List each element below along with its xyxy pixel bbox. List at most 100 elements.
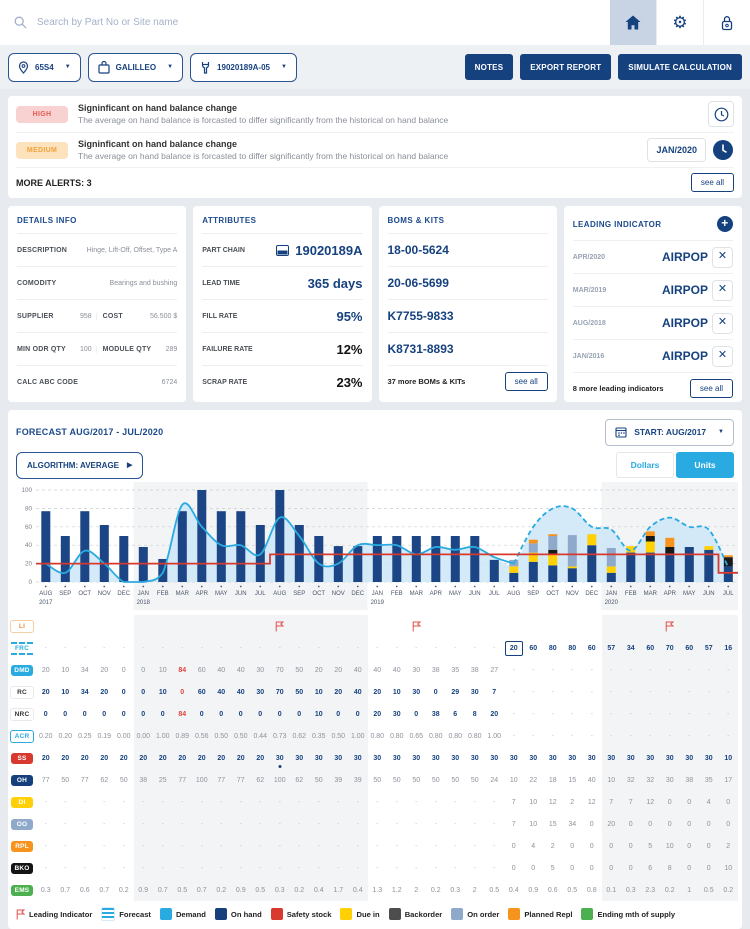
table-cell[interactable]: 22	[524, 769, 544, 791]
table-cell[interactable]: -	[504, 703, 524, 725]
table-cell[interactable]: 30	[640, 747, 660, 769]
table-cell[interactable]: 62	[95, 769, 115, 791]
table-cell[interactable]: 0	[153, 703, 173, 725]
table-cell[interactable]: 34	[621, 637, 641, 659]
table-cell[interactable]: 0	[504, 835, 524, 857]
table-cell[interactable]: -	[231, 813, 251, 835]
table-cell[interactable]: 0	[621, 813, 641, 835]
home-button[interactable]	[610, 0, 656, 45]
simulate-calculation-button[interactable]: SIMULATE CALCULATION	[618, 54, 742, 80]
table-cell[interactable]: -	[601, 703, 621, 725]
table-cell[interactable]: 20	[211, 747, 231, 769]
table-cell[interactable]: -	[660, 725, 680, 747]
table-cell[interactable]: 0.2	[114, 879, 134, 901]
table-cell[interactable]: 35	[446, 659, 466, 681]
table-cell[interactable]: -	[563, 681, 583, 703]
table-cell[interactable]: 0	[504, 857, 524, 879]
site-dropdown[interactable]: 65S4 ▼	[8, 52, 81, 82]
table-cell[interactable]: -	[172, 835, 192, 857]
table-cell[interactable]: -	[250, 857, 270, 879]
table-cell[interactable]: -	[192, 637, 212, 659]
table-cell[interactable]: -	[211, 791, 231, 813]
table-cell[interactable]: -	[153, 791, 173, 813]
table-cell[interactable]: -	[250, 637, 270, 659]
table-cell[interactable]: 50	[368, 769, 388, 791]
table-cell[interactable]: 20	[153, 747, 173, 769]
table-cell[interactable]: -	[640, 703, 660, 725]
table-cell[interactable]: 0.50	[328, 725, 348, 747]
table-cell[interactable]: 0.7	[192, 879, 212, 901]
table-cell[interactable]: -	[36, 857, 56, 879]
table-cell[interactable]: -	[582, 659, 602, 681]
table-cell[interactable]: 0.7	[56, 879, 76, 901]
table-cell[interactable]: -	[56, 857, 76, 879]
table-cell[interactable]: -	[95, 835, 115, 857]
table-cell[interactable]: -	[426, 835, 446, 857]
table-cell[interactable]: 30	[601, 747, 621, 769]
table-cell[interactable]: 4	[699, 791, 719, 813]
table-cell[interactable]: 0.5	[172, 879, 192, 901]
table-cell[interactable]: -	[407, 813, 427, 835]
table-cell[interactable]: -	[465, 791, 485, 813]
table-cell[interactable]: -	[718, 681, 738, 703]
table-cell[interactable]: 0	[601, 857, 621, 879]
alerts-see-all-button[interactable]: see all	[690, 173, 734, 192]
table-cell[interactable]: -	[172, 813, 192, 835]
table-cell[interactable]: -	[524, 725, 544, 747]
table-cell[interactable]	[75, 615, 95, 637]
table-cell[interactable]: 30	[250, 681, 270, 703]
table-cell[interactable]: 40	[368, 659, 388, 681]
snooze-button[interactable]	[708, 101, 734, 127]
table-cell[interactable]: -	[718, 659, 738, 681]
units-toggle-button[interactable]: Units	[676, 452, 734, 478]
table-cell[interactable]	[211, 615, 231, 637]
table-cell[interactable]: -	[485, 813, 505, 835]
table-cell[interactable]: 12	[543, 791, 563, 813]
table-cell[interactable]: 20	[114, 747, 134, 769]
table-cell[interactable]: -	[426, 857, 446, 879]
table-cell[interactable]: -	[36, 791, 56, 813]
table-cell[interactable]: -	[56, 813, 76, 835]
table-cell[interactable]: 0	[718, 791, 738, 813]
table-cell[interactable]: 77	[75, 769, 95, 791]
table-cell[interactable]	[56, 615, 76, 637]
table-cell[interactable]: 0	[679, 813, 699, 835]
table-cell[interactable]: -	[250, 813, 270, 835]
table-cell[interactable]: -	[309, 813, 329, 835]
table-cell[interactable]: 0	[582, 835, 602, 857]
table-cell[interactable]: -	[75, 857, 95, 879]
table-cell[interactable]: 0	[621, 857, 641, 879]
table-cell[interactable]: -	[407, 835, 427, 857]
table-cell[interactable]: 10	[601, 769, 621, 791]
table-cell[interactable]: 0.89	[172, 725, 192, 747]
table-cell[interactable]: -	[601, 681, 621, 703]
table-cell[interactable]: 0.35	[309, 725, 329, 747]
table-cell[interactable]: 10	[524, 813, 544, 835]
table-cell[interactable]: 0.5	[250, 879, 270, 901]
table-cell[interactable]: 80	[563, 637, 583, 659]
table-cell[interactable]: -	[446, 813, 466, 835]
table-cell[interactable]: 0	[172, 681, 192, 703]
table-cell[interactable]: 77	[211, 769, 231, 791]
table-cell[interactable]: -	[640, 681, 660, 703]
table-cell[interactable]: 20	[368, 703, 388, 725]
table-cell[interactable]: 70	[660, 637, 680, 659]
table-cell[interactable]: 10	[309, 681, 329, 703]
notes-button[interactable]: NOTES	[464, 54, 514, 80]
table-cell[interactable]: 0.20	[56, 725, 76, 747]
table-cell[interactable]: -	[640, 659, 660, 681]
table-cell[interactable]	[679, 615, 699, 637]
table-cell[interactable]: 20	[56, 747, 76, 769]
table-cell[interactable]: 38	[679, 769, 699, 791]
table-cell[interactable]	[153, 615, 173, 637]
dollars-toggle-button[interactable]: Dollars	[616, 452, 674, 478]
table-cell[interactable]: 100	[270, 769, 290, 791]
table-cell[interactable]: -	[543, 725, 563, 747]
table-cell[interactable]: -	[348, 791, 368, 813]
table-cell[interactable]: 20	[485, 703, 505, 725]
table-cell[interactable]: 0.2	[660, 879, 680, 901]
table-cell[interactable]: -	[309, 857, 329, 879]
start-dropdown[interactable]: START: AUG/2017 ▼	[605, 418, 734, 446]
table-cell[interactable]: 27	[485, 659, 505, 681]
table-cell[interactable]: -	[387, 857, 407, 879]
